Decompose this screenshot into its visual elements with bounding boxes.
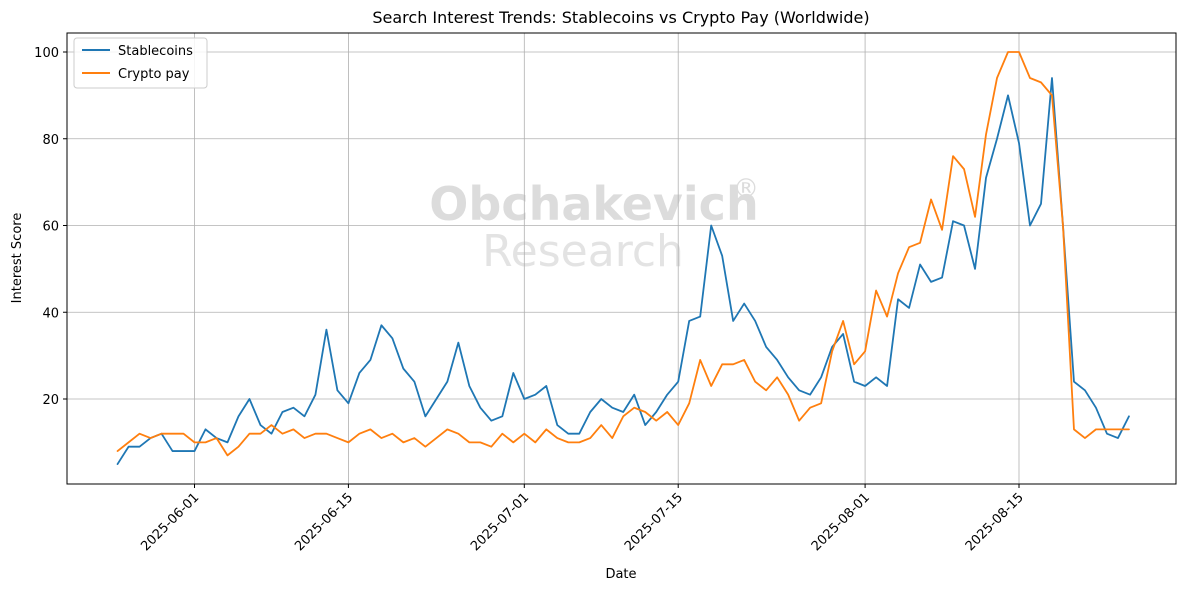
watermark-line2: Research xyxy=(482,226,684,277)
y-tick-label: 20 xyxy=(42,393,59,408)
y-axis: 20 40 60 80 100 xyxy=(34,46,67,408)
legend-label-stablecoins: Stablecoins xyxy=(118,44,193,59)
watermark: Obchakevich ® Research xyxy=(429,174,759,277)
x-axis-title: Date xyxy=(605,567,636,582)
y-tick-label: 80 xyxy=(42,133,59,148)
y-axis-title: Interest Score xyxy=(10,213,25,304)
y-gridlines xyxy=(67,51,1176,400)
y-tick-label: 40 xyxy=(42,306,59,321)
chart-title: Search Interest Trends: Stablecoins vs C… xyxy=(372,8,869,27)
legend: Stablecoins Crypto pay xyxy=(73,37,208,89)
series-layer xyxy=(116,51,1130,465)
series-line-stablecoins xyxy=(116,77,1130,465)
series-line-crypto-pay xyxy=(116,51,1130,457)
watermark-registered-mark: ® xyxy=(733,174,759,204)
x-gridlines xyxy=(194,33,1020,484)
y-tick-label: 60 xyxy=(42,220,59,235)
legend-label-crypto-pay: Crypto pay xyxy=(118,67,190,82)
y-tick-label: 100 xyxy=(34,46,59,61)
plot-frame xyxy=(66,32,1177,485)
watermark-line1: Obchakevich xyxy=(429,177,758,231)
